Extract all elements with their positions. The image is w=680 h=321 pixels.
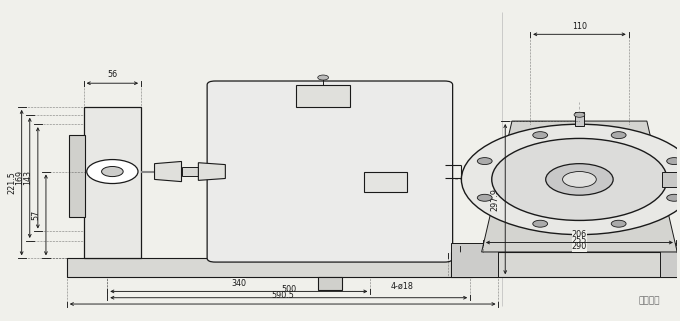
Text: 590.5: 590.5: [271, 291, 294, 300]
Circle shape: [101, 167, 123, 177]
Bar: [364, 171, 407, 192]
Text: 255: 255: [572, 236, 587, 245]
Bar: [452, 243, 498, 277]
Text: 290: 290: [572, 242, 587, 251]
Circle shape: [532, 220, 547, 227]
Text: 221.5: 221.5: [7, 171, 16, 194]
Bar: [296, 85, 350, 107]
Text: 143: 143: [23, 170, 33, 185]
Bar: [452, 252, 677, 277]
Text: 206: 206: [572, 230, 587, 239]
Circle shape: [562, 171, 596, 187]
Bar: [575, 112, 584, 126]
Text: 57: 57: [31, 210, 41, 220]
Circle shape: [318, 75, 328, 80]
Text: 340: 340: [231, 279, 246, 288]
Circle shape: [611, 220, 626, 227]
Text: 110: 110: [572, 22, 587, 30]
Circle shape: [666, 158, 680, 165]
FancyBboxPatch shape: [207, 81, 453, 262]
Text: 169: 169: [16, 170, 24, 186]
Bar: [216, 246, 445, 258]
Text: BD: BD: [248, 146, 379, 220]
Circle shape: [611, 132, 626, 139]
Text: 56: 56: [107, 70, 118, 79]
Circle shape: [532, 132, 547, 139]
Text: 4-ø18: 4-ø18: [390, 282, 413, 291]
Polygon shape: [154, 161, 182, 182]
Bar: [84, 107, 141, 258]
Circle shape: [666, 194, 680, 201]
Circle shape: [477, 158, 492, 165]
Text: 500: 500: [281, 285, 296, 294]
Circle shape: [462, 124, 680, 235]
Bar: [67, 258, 471, 277]
Text: 297.9: 297.9: [491, 188, 500, 211]
Circle shape: [546, 164, 613, 195]
Polygon shape: [481, 121, 677, 252]
Circle shape: [492, 138, 667, 221]
Bar: [69, 135, 85, 217]
Bar: [318, 277, 341, 290]
Circle shape: [477, 194, 492, 201]
Text: 北弘泵业: 北弘泵业: [639, 297, 660, 306]
Bar: [182, 167, 199, 176]
Circle shape: [87, 160, 138, 184]
Bar: [662, 171, 680, 187]
Circle shape: [574, 112, 585, 117]
Bar: [660, 243, 677, 277]
Polygon shape: [199, 163, 225, 180]
